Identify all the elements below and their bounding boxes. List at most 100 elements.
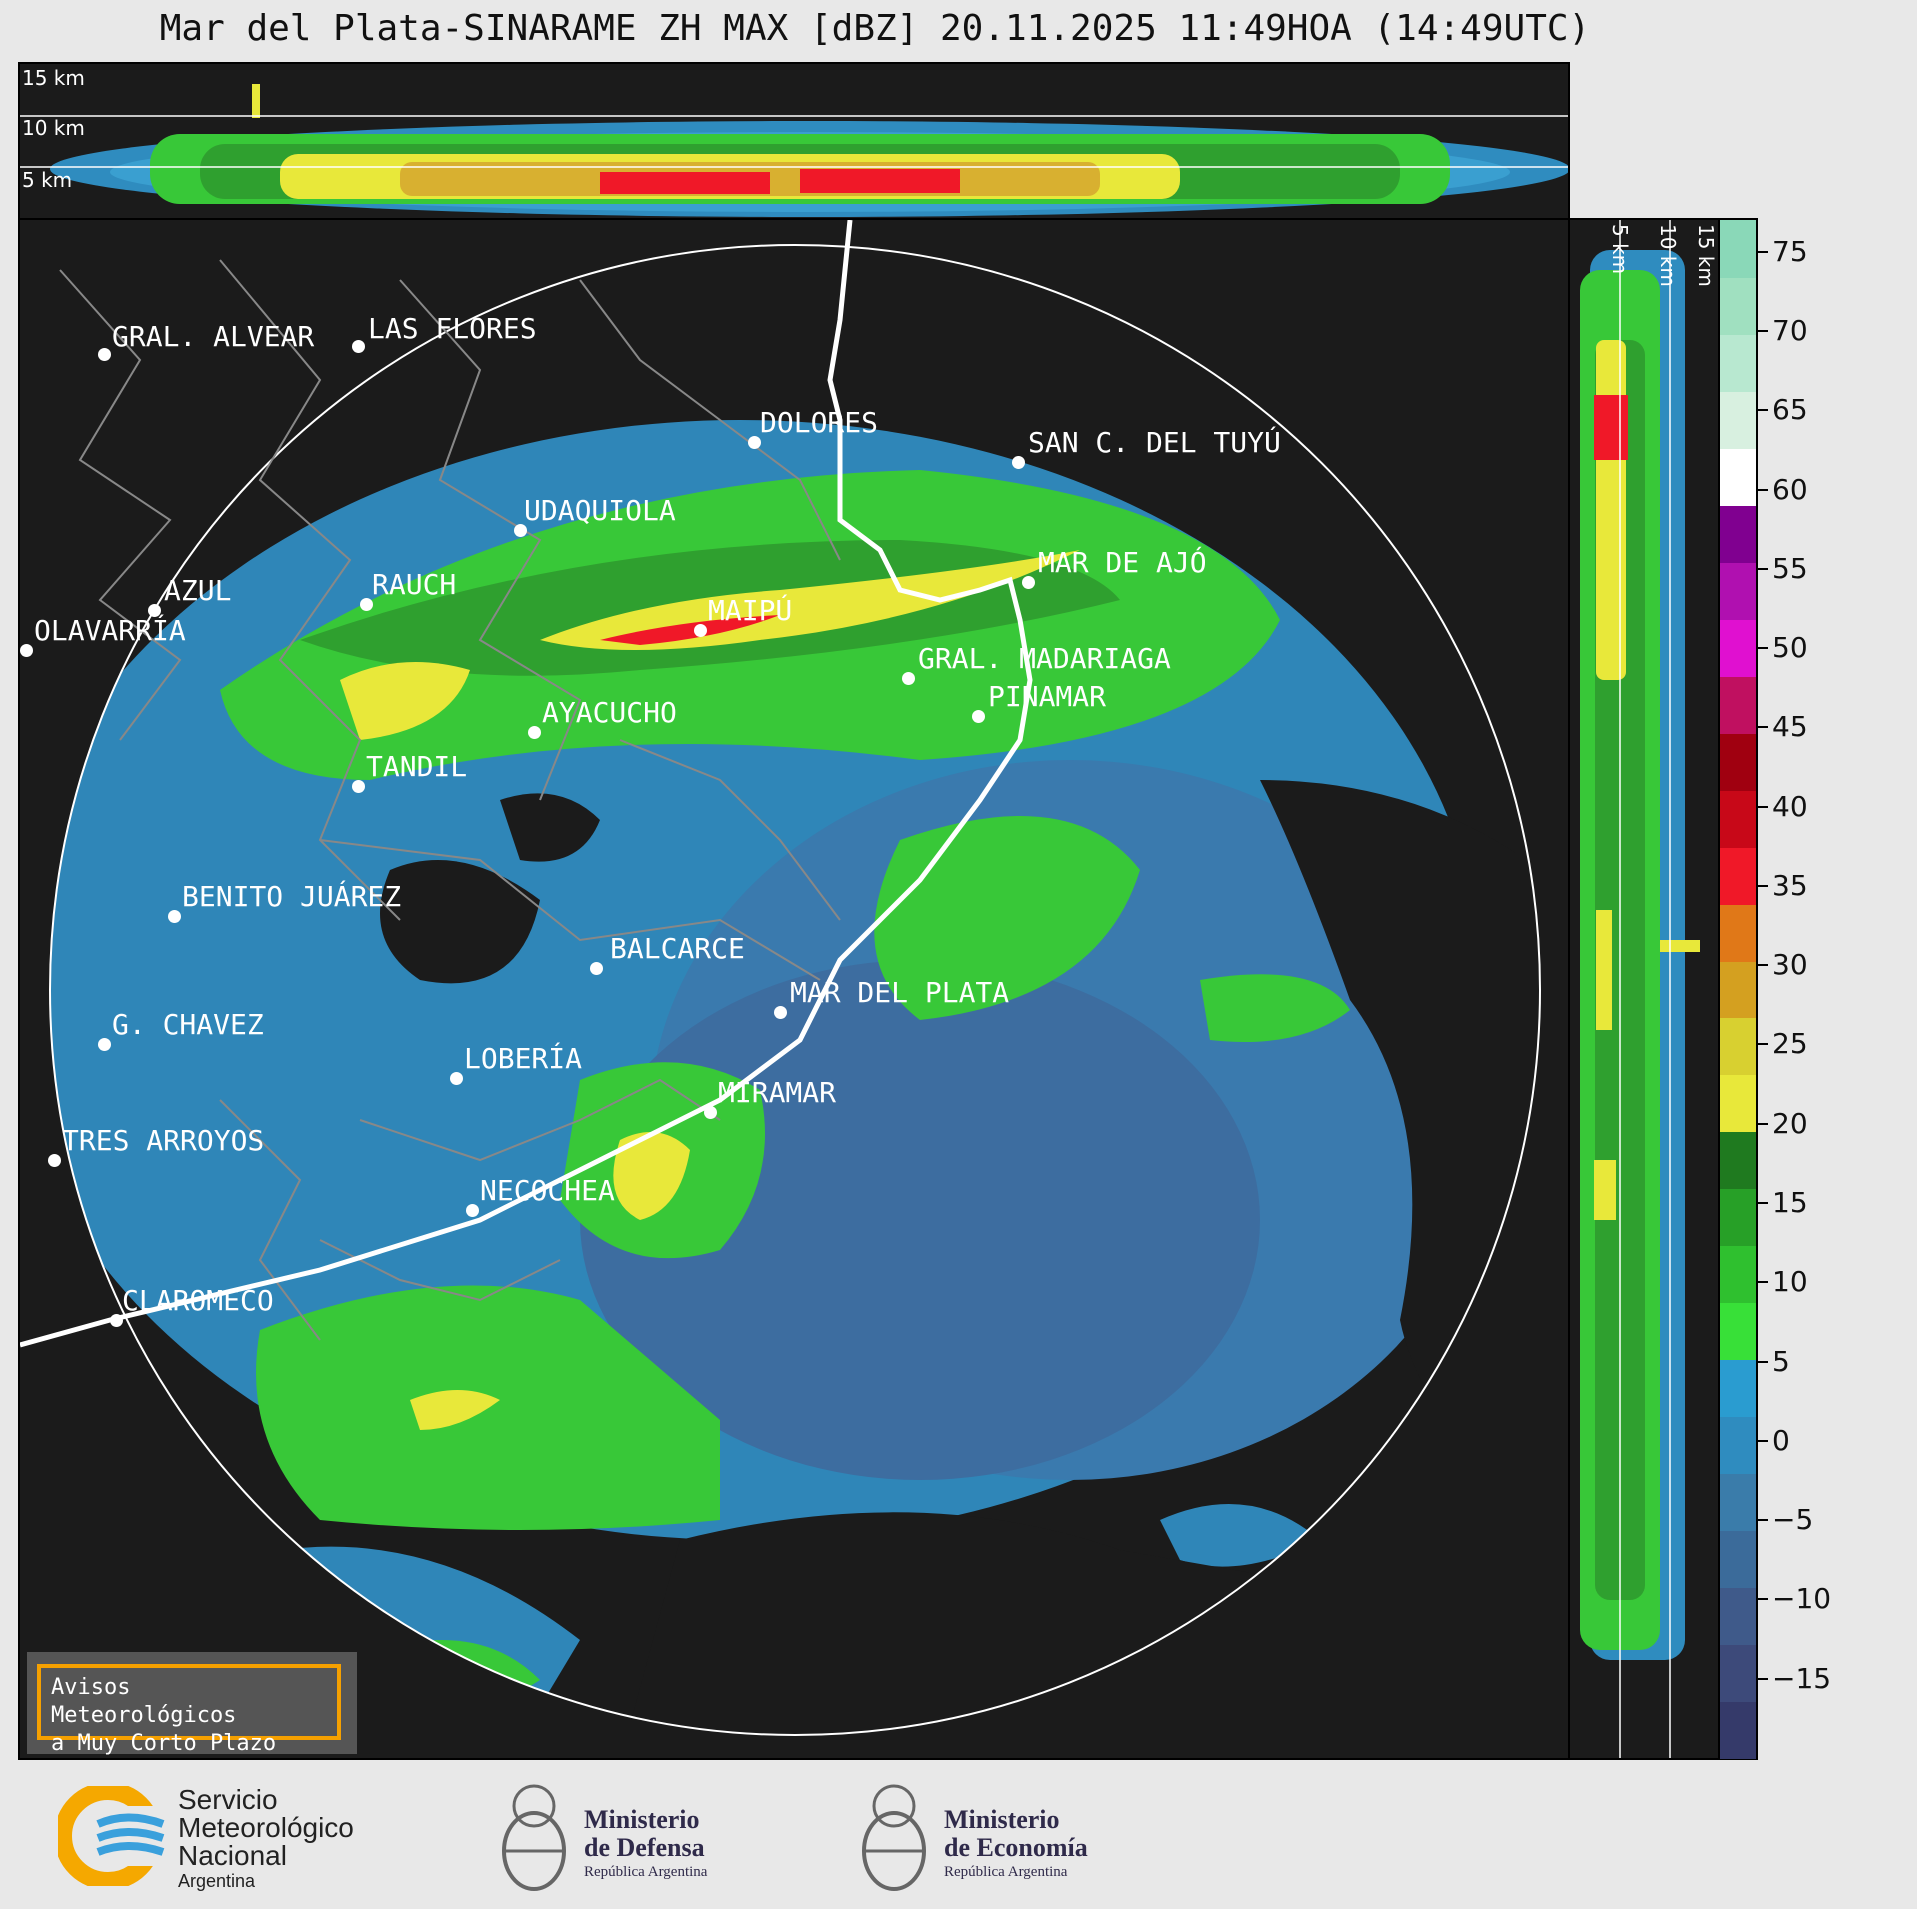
- colorbar-tick-label: 30: [1772, 948, 1808, 982]
- city-label-tandil: TANDIL: [366, 750, 468, 783]
- city-label-loberia: LOBERÍA: [464, 1042, 583, 1075]
- colorbar-tick-label: 70: [1772, 313, 1808, 347]
- side-label-15: 15 km: [1694, 224, 1718, 287]
- colorbar-tick: [1758, 1677, 1768, 1680]
- colorbar-tick: [1758, 964, 1768, 967]
- colorbar-segment: [1720, 276, 1756, 335]
- smn-line-1: Servicio: [178, 1784, 278, 1815]
- city-label-dolores: DOLORES: [760, 406, 879, 439]
- colorbar-segment: [1720, 504, 1756, 563]
- city-label-azul: AZUL: [164, 574, 232, 607]
- height-label-5: 5 km: [22, 168, 73, 192]
- colorbar-tick: [1758, 884, 1768, 887]
- colorbar-segment: [1720, 1701, 1756, 1759]
- colorbar-tick: [1758, 647, 1768, 650]
- city-dot-ayacucho: [528, 726, 541, 739]
- top-height-profile: 15 km 10 km 5 km: [18, 62, 1570, 220]
- colorbar-tick-label: 20: [1772, 1106, 1808, 1140]
- smn-line-2: Meteorológico: [178, 1812, 354, 1843]
- colorbar-tick: [1758, 1043, 1768, 1046]
- smn-line-4: Argentina: [178, 1871, 256, 1891]
- notice-frame: Avisos Meteorológicos a Muy Corto Plazo: [37, 1664, 341, 1756]
- city-dot-azul: [148, 604, 161, 617]
- colorbar-tick-label: 55: [1772, 551, 1808, 585]
- side-height-profile: 5 km 10 km 15 km: [1568, 218, 1720, 1760]
- smn-line-3: Nacional: [178, 1840, 287, 1871]
- colorbar-tick-label: −10: [1772, 1582, 1832, 1616]
- colorbar-tick: [1758, 1519, 1768, 1522]
- colorbar-segment: [1720, 846, 1756, 905]
- city-dot-claromeco: [110, 1314, 123, 1327]
- colorbar-tick-label: 5: [1772, 1344, 1790, 1378]
- colorbar-tick-label: −15: [1772, 1661, 1832, 1695]
- city-label-las-flores: LAS FLORES: [368, 312, 537, 345]
- colorbar-segment: [1720, 561, 1756, 620]
- city-dot-miramar: [704, 1106, 717, 1119]
- colorbar-tick: [1758, 1122, 1768, 1125]
- colorbar-segment: [1720, 675, 1756, 734]
- colorbar-segment: [1720, 390, 1756, 449]
- notice-line-2: a Muy Corto Plazo: [51, 1731, 277, 1756]
- colorbar-tick: [1758, 1281, 1768, 1284]
- smn-logo-text: Servicio Meteorológico Nacional Argentin…: [178, 1786, 354, 1892]
- city-label-ayacucho: AYACUCHO: [542, 696, 677, 729]
- colorbar-tick: [1758, 1360, 1768, 1363]
- city-dot-san-c-del-tuyu: [1012, 456, 1025, 469]
- colorbar-segment: [1720, 1644, 1756, 1703]
- colorbar-segment: [1720, 1530, 1756, 1589]
- top-profile-graphic: [20, 84, 1568, 217]
- radar-map[interactable]: GRAL. ALVEAR LAS FLORES DOLORES SAN C. D…: [18, 218, 1570, 1760]
- colorbar-tick-label: 45: [1772, 710, 1808, 744]
- colorbar-segment: [1720, 220, 1756, 278]
- colorbar-tick: [1758, 409, 1768, 412]
- city-dot-gral-madariaga: [902, 672, 915, 685]
- notice-box: Avisos Meteorológicos a Muy Corto Plazo: [27, 1652, 357, 1756]
- colorbar-segment: [1720, 789, 1756, 848]
- colorbar-segment: [1720, 1473, 1756, 1532]
- height-label-10: 10 km: [22, 116, 85, 140]
- city-dot-balcarce: [590, 962, 603, 975]
- city-dot-pinamar: [972, 710, 985, 723]
- radar-reflectivity-field: [20, 220, 1541, 1736]
- city-label-maipu: MAIPÚ: [708, 594, 793, 627]
- colorbar-segment: [1720, 1587, 1756, 1646]
- colorbar-tick-label: −5: [1772, 1503, 1814, 1537]
- city-dot-necochea: [466, 1204, 479, 1217]
- colorbar-segment: [1720, 903, 1756, 962]
- colorbar-segment: [1720, 960, 1756, 1019]
- colorbar-tick-label: 0: [1772, 1423, 1790, 1457]
- economia-line-3: República Argentina: [944, 1864, 1068, 1880]
- economia-line-2: de Economía: [944, 1833, 1088, 1862]
- defensa-line-2: de Defensa: [584, 1833, 705, 1862]
- colorbar-tick: [1758, 726, 1768, 729]
- city-dot-las-flores: [352, 340, 365, 353]
- city-dot-rauch: [360, 598, 373, 611]
- city-dot-udaquiola: [514, 524, 527, 537]
- city-dot-dolores: [748, 436, 761, 449]
- city-label-tres-arroyos: TRES ARROYOS: [62, 1124, 265, 1157]
- colorbar-segment: [1720, 1131, 1756, 1190]
- city-label-udaquiola: UDAQUIOLA: [524, 494, 676, 527]
- defensa-line-3: República Argentina: [584, 1864, 708, 1880]
- chart-title: Mar del Plata-SINARAME ZH MAX [dBZ] 20.1…: [159, 8, 1591, 49]
- colorbar-tick-label: 65: [1772, 393, 1808, 427]
- colorbar-tick-label: 50: [1772, 631, 1808, 665]
- economia-line-1: Ministerio: [944, 1805, 1060, 1834]
- city-label-miramar: MIRAMAR: [718, 1076, 837, 1109]
- city-label-balcarce: BALCARCE: [610, 932, 745, 965]
- side-label-5: 5 km: [1608, 224, 1632, 275]
- colorbar-segment: [1720, 1017, 1756, 1076]
- colorbar-tick: [1758, 250, 1768, 253]
- city-dot-gral-alvear: [98, 348, 111, 361]
- colorbar-segment: [1720, 732, 1756, 791]
- city-label-g-chavez: G. CHAVEZ: [112, 1008, 264, 1041]
- city-label-pinamar: PINAMAR: [988, 680, 1107, 713]
- city-label-gral-madariaga: GRAL. MADARIAGA: [918, 642, 1171, 675]
- colorbar-tick: [1758, 1598, 1768, 1601]
- height-label-15: 15 km: [22, 66, 85, 90]
- colorbar-segment: [1720, 1074, 1756, 1133]
- colorbar-tick: [1758, 329, 1768, 332]
- colorbar: [1718, 218, 1758, 1760]
- city-dot-olavarria: [20, 644, 33, 657]
- economia-logo-text: Ministerio de Economía República Argenti…: [944, 1806, 1088, 1882]
